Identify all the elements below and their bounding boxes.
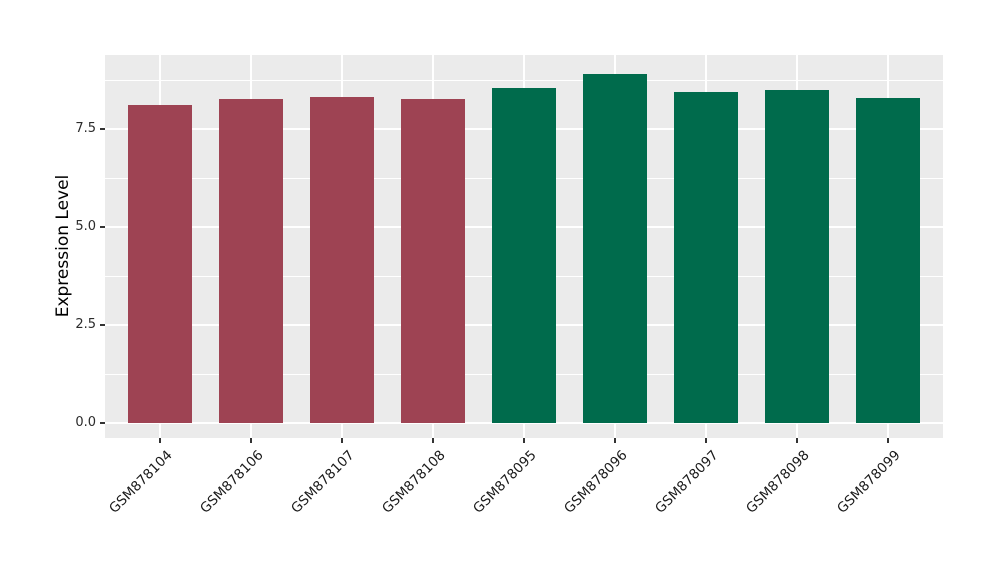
bar-GSM878104 xyxy=(128,105,192,424)
y-tick xyxy=(100,128,105,131)
x-tick xyxy=(887,438,890,443)
y-tick-label: 5.0 xyxy=(75,219,96,235)
x-tick xyxy=(249,438,252,443)
x-tick xyxy=(523,438,525,443)
y-tick-label: 7.5 xyxy=(75,121,96,137)
y-tick xyxy=(100,422,105,425)
x-tick-label: GSM878106 xyxy=(196,447,267,517)
x-tick xyxy=(614,438,617,443)
bar-GSM878098 xyxy=(765,90,829,424)
bar-GSM878096 xyxy=(583,74,647,424)
bar-GSM878095 xyxy=(492,87,556,424)
x-tick xyxy=(158,438,161,443)
x-tick-label: GSM878096 xyxy=(561,447,631,517)
x-tick-label: GSM878104 xyxy=(105,447,176,517)
x-tick xyxy=(340,438,343,443)
y-tick xyxy=(100,324,105,327)
y-tick-label: 0.0 xyxy=(75,415,96,431)
x-tick-label: GSM878107 xyxy=(287,447,358,517)
bar-GSM878099 xyxy=(856,98,920,424)
x-tick xyxy=(431,438,434,443)
x-tick xyxy=(705,438,708,443)
bar-GSM878107 xyxy=(310,96,374,424)
x-tick xyxy=(796,438,799,443)
bar-GSM878097 xyxy=(674,92,738,424)
plot-panel xyxy=(105,55,943,438)
x-tick-label: GSM878095 xyxy=(470,447,540,517)
y-axis-title: Expression Level xyxy=(53,174,73,318)
bar-GSM878106 xyxy=(219,98,283,424)
bar-GSM878108 xyxy=(401,98,465,424)
x-tick-label: GSM878098 xyxy=(743,447,813,517)
y-tick-label: 2.5 xyxy=(75,317,96,333)
y-tick xyxy=(100,226,105,229)
x-tick-label: GSM878108 xyxy=(379,447,449,517)
x-tick-label: GSM878099 xyxy=(834,447,904,517)
x-tick-label: GSM878097 xyxy=(652,447,722,517)
